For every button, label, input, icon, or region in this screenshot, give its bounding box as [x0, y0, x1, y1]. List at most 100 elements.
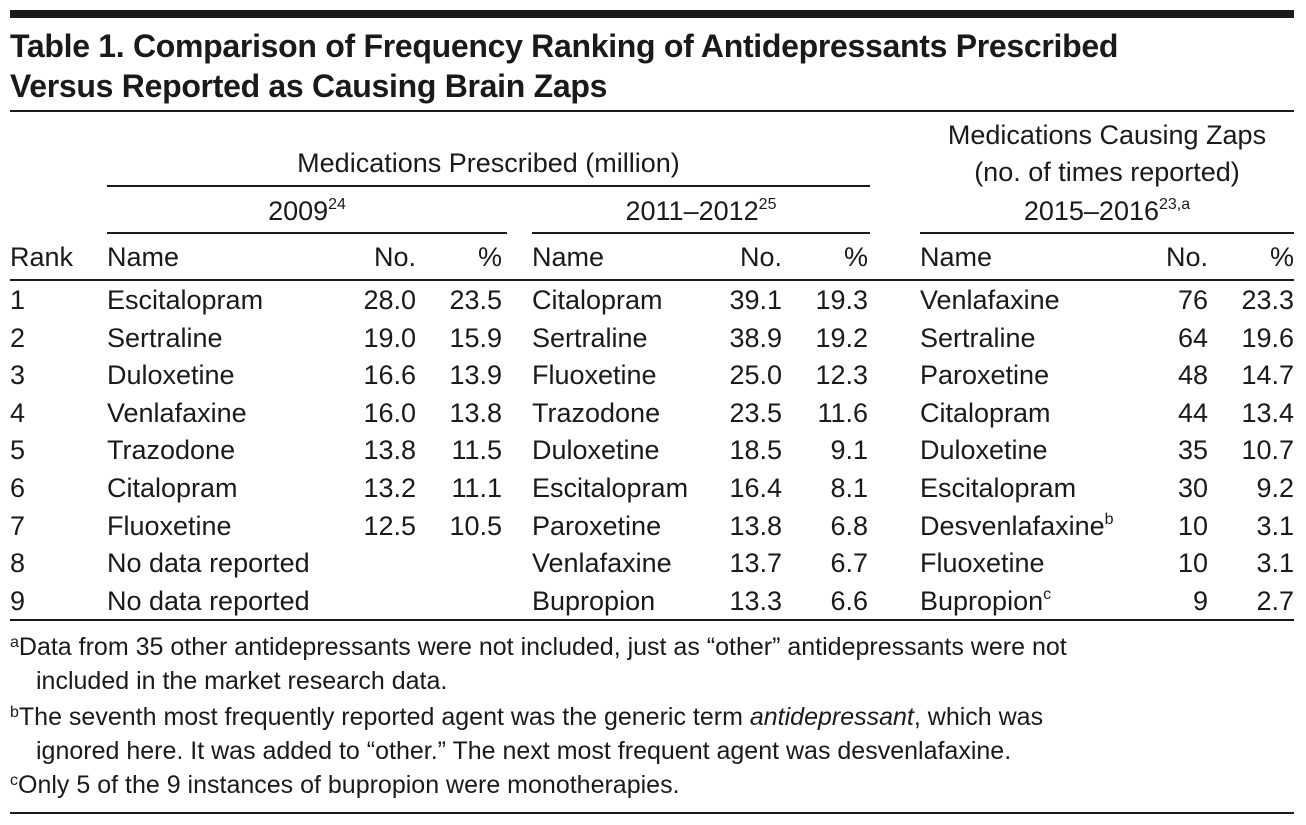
name-2009-cell: Escitalopram	[107, 285, 264, 315]
name-2009-cell: No data reported	[107, 585, 310, 616]
col-header-name-2011: Name	[532, 242, 605, 272]
pct-2011-cell: 19.3	[815, 285, 868, 315]
year-2015-header: 2015–201623,a	[1023, 196, 1191, 226]
pct-2009-cell: 23.5	[449, 285, 502, 315]
pct-2011-cell: 6.7	[830, 548, 868, 579]
pct-2011-cell: 12.3	[815, 360, 868, 391]
name-2015-cell: Sertraline	[920, 322, 1036, 353]
no-2015-cell: 44	[1177, 397, 1208, 428]
zaps-header-line-1: Medications Causing Zaps	[947, 120, 1267, 150]
name-2015-cell: Desvenlafaxineb	[920, 510, 1114, 541]
name-2009-cell: Citalopram	[107, 473, 238, 503]
pct-2011-cell: 8.1	[830, 473, 868, 503]
pct-2015-cell: 3.1	[1256, 510, 1294, 541]
name-2015-cell: Paroxetine	[920, 360, 1050, 391]
name-2011-cell: Venlafaxine	[532, 548, 672, 579]
title-line-2: Versus Reported as Causing Brain Zaps	[10, 68, 608, 104]
no-2015-cell: 30	[1177, 473, 1208, 503]
col-header-no-2015: No.	[1165, 242, 1208, 272]
no-2011-cell: 39.1	[729, 285, 782, 315]
rank-cell: 3	[10, 360, 26, 391]
no-2011-cell: 23.5	[729, 397, 782, 428]
no-2009-cell: 28.0	[363, 285, 416, 315]
pct-2015-cell: 2.7	[1256, 585, 1294, 616]
title-rule	[10, 110, 1294, 112]
pct-2009-cell: 15.9	[449, 322, 502, 353]
pct-2015-cell: 10.7	[1241, 435, 1294, 466]
rule-2009	[107, 232, 507, 234]
name-2011-cell: Duloxetine	[532, 435, 660, 466]
pct-2009-cell: 11.5	[451, 435, 502, 466]
col-header-name-2015: Name	[920, 242, 993, 272]
rank-cell: 2	[10, 322, 26, 353]
year-2011-header: 2011–201225	[625, 196, 777, 226]
name-2015-cell: Bupropionc	[920, 585, 1052, 616]
pct-2011-cell: 6.6	[830, 585, 868, 616]
pct-2011-cell: 19.2	[815, 322, 868, 353]
no-2015-cell: 76	[1177, 285, 1208, 315]
name-2015-cell: Venlafaxine	[920, 285, 1060, 315]
name-2015-cell: Duloxetine	[920, 435, 1048, 466]
pct-2009-cell: 11.1	[451, 473, 502, 503]
no-2009-cell: 13.8	[363, 435, 416, 466]
rule-2015	[920, 232, 1294, 234]
no-2015-cell: 35	[1177, 435, 1208, 466]
year-2009-header: 200924	[268, 196, 346, 226]
no-2011-cell: 13.8	[729, 510, 782, 541]
footnote-marker: b	[1104, 510, 1114, 528]
name-2011-cell: Sertraline	[532, 322, 648, 353]
rule-2011	[532, 232, 870, 234]
prescribed-rule	[107, 185, 870, 187]
rank-cell: 9	[10, 585, 26, 616]
rank-cell: 8	[10, 548, 26, 579]
pct-2015-cell: 9.2	[1256, 473, 1294, 503]
body-bottom-rule	[10, 619, 1294, 621]
pct-2011-cell: 11.6	[817, 397, 868, 428]
table-title: Table 1. Comparison of Frequency Ranking…	[10, 26, 1294, 106]
no-2015-cell: 10	[1177, 510, 1208, 541]
pct-2015-cell: 13.4	[1241, 397, 1294, 428]
no-2011-cell: 13.7	[729, 548, 782, 579]
no-2011-cell: 13.3	[729, 585, 782, 616]
col-header-pct-2009: %	[477, 242, 502, 272]
name-2015-cell: Fluoxetine	[920, 548, 1045, 579]
pct-2015-cell: 3.1	[1256, 548, 1294, 579]
name-2009-cell: Fluoxetine	[107, 510, 232, 541]
name-2009-cell: No data reported	[107, 548, 310, 579]
footnote-marker: c	[1043, 585, 1052, 603]
pct-2015-cell: 14.7	[1241, 360, 1294, 391]
name-2009-cell: Trazodone	[107, 435, 236, 466]
name-2015-cell: Escitalopram	[920, 473, 1077, 503]
footnote-a-line-2: included in the market research data.	[36, 667, 448, 695]
rank-cell: 6	[10, 473, 26, 503]
footnote-c: cOnly 5 of the 9 instances of bupropion …	[10, 771, 680, 799]
no-2009-cell: 12.5	[363, 510, 416, 541]
no-2015-cell: 9	[1192, 585, 1208, 616]
col-header-rank: Rank	[10, 242, 74, 272]
name-2009-cell: Sertraline	[107, 322, 223, 353]
no-2011-cell: 25.0	[729, 360, 782, 391]
bottom-rule	[10, 812, 1294, 814]
header-rule	[10, 279, 1294, 281]
no-2011-cell: 16.4	[729, 473, 782, 503]
col-header-no-2009: No.	[373, 242, 416, 272]
name-2011-cell: Fluoxetine	[532, 360, 657, 391]
name-2011-cell: Trazodone	[532, 397, 661, 428]
name-2011-cell: Citalopram	[532, 285, 663, 315]
rank-cell: 7	[10, 510, 26, 541]
col-header-pct-2015: %	[1269, 242, 1294, 272]
pct-2011-cell: 6.8	[830, 510, 868, 541]
pct-2009-cell: 13.8	[449, 397, 502, 428]
name-2011-cell: Paroxetine	[532, 510, 662, 541]
name-2011-cell: Bupropion	[532, 585, 656, 616]
col-header-name-2009: Name	[107, 242, 180, 272]
no-2011-cell: 18.5	[729, 435, 782, 466]
col-header-no-2011: No.	[739, 242, 782, 272]
no-2015-cell: 48	[1177, 360, 1208, 391]
top-rule	[10, 10, 1294, 18]
name-2015-cell: Citalopram	[920, 397, 1051, 428]
name-2009-cell: Venlafaxine	[107, 397, 247, 428]
title-line-1: Table 1. Comparison of Frequency Ranking…	[10, 28, 1119, 64]
name-2011-cell: Escitalopram	[532, 473, 689, 503]
col-header-pct-2011: %	[843, 242, 868, 272]
